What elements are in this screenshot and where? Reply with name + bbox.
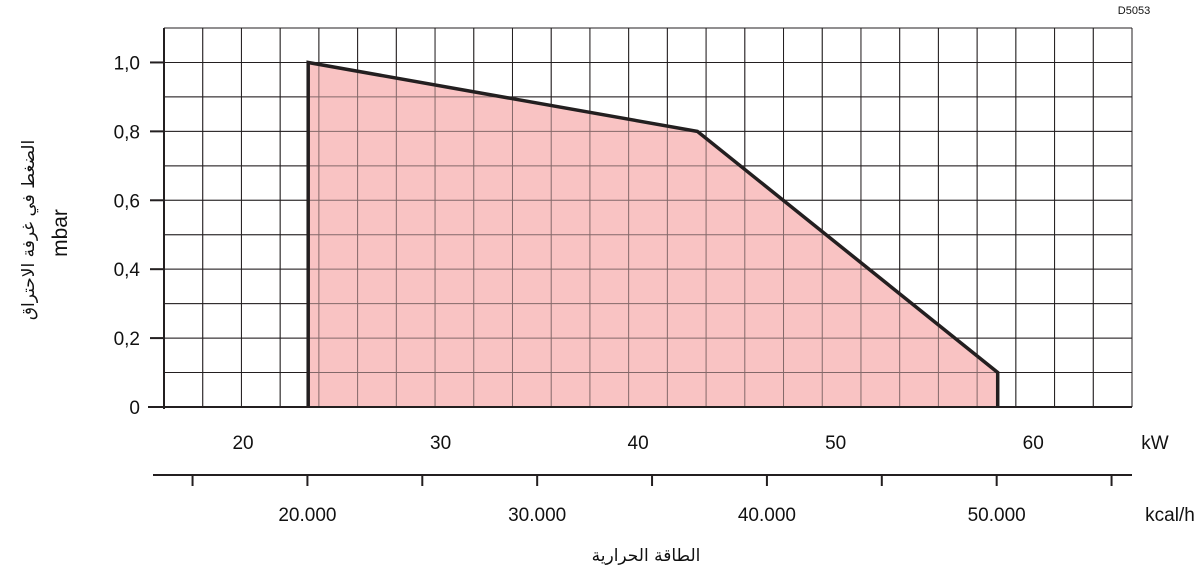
kcal-tick-label: 40.000	[738, 505, 796, 526]
working-range-boundary	[306, 60, 1000, 407]
kcal-tick-label: 30.000	[508, 505, 566, 526]
y-tick-label: 1,0	[114, 53, 140, 74]
x-tick-label: 50	[825, 433, 846, 454]
x-ticks: 20 30 40 50 60	[232, 433, 1043, 454]
kcal-ticks: 20.000 30.000 40.000 50.000	[191, 475, 1113, 526]
y-tick-label: 0,8	[114, 122, 140, 143]
y-tick-label: 0,6	[114, 191, 140, 212]
x2-unit-label: kcal/h	[1145, 505, 1195, 526]
x-axis-title: الطاقة الحرارية	[592, 546, 701, 566]
kcal-tick-label: 20.000	[278, 505, 336, 526]
x-tick-label: 30	[430, 433, 451, 454]
drawing-code: D5053	[1118, 5, 1150, 17]
x-unit-label: kW	[1141, 433, 1169, 454]
y-axis-title: الضغط في غرفة الاحتراق	[19, 140, 39, 320]
y-axis-unit: mbar	[49, 209, 72, 257]
y-tick-label: 0,4	[114, 260, 141, 281]
x-tick-label: 40	[628, 433, 649, 454]
y-tick-label: 0	[129, 398, 140, 419]
y-tick-label: 0,2	[114, 329, 140, 350]
kcal-tick-label: 50.000	[968, 505, 1026, 526]
x-tick-label: 60	[1023, 433, 1044, 454]
x-tick-label: 20	[232, 433, 253, 454]
y-ticks: 0 0,2 0,4 0,6 0,8 1,0	[114, 53, 164, 419]
grid-overlay	[163, 27, 1133, 408]
